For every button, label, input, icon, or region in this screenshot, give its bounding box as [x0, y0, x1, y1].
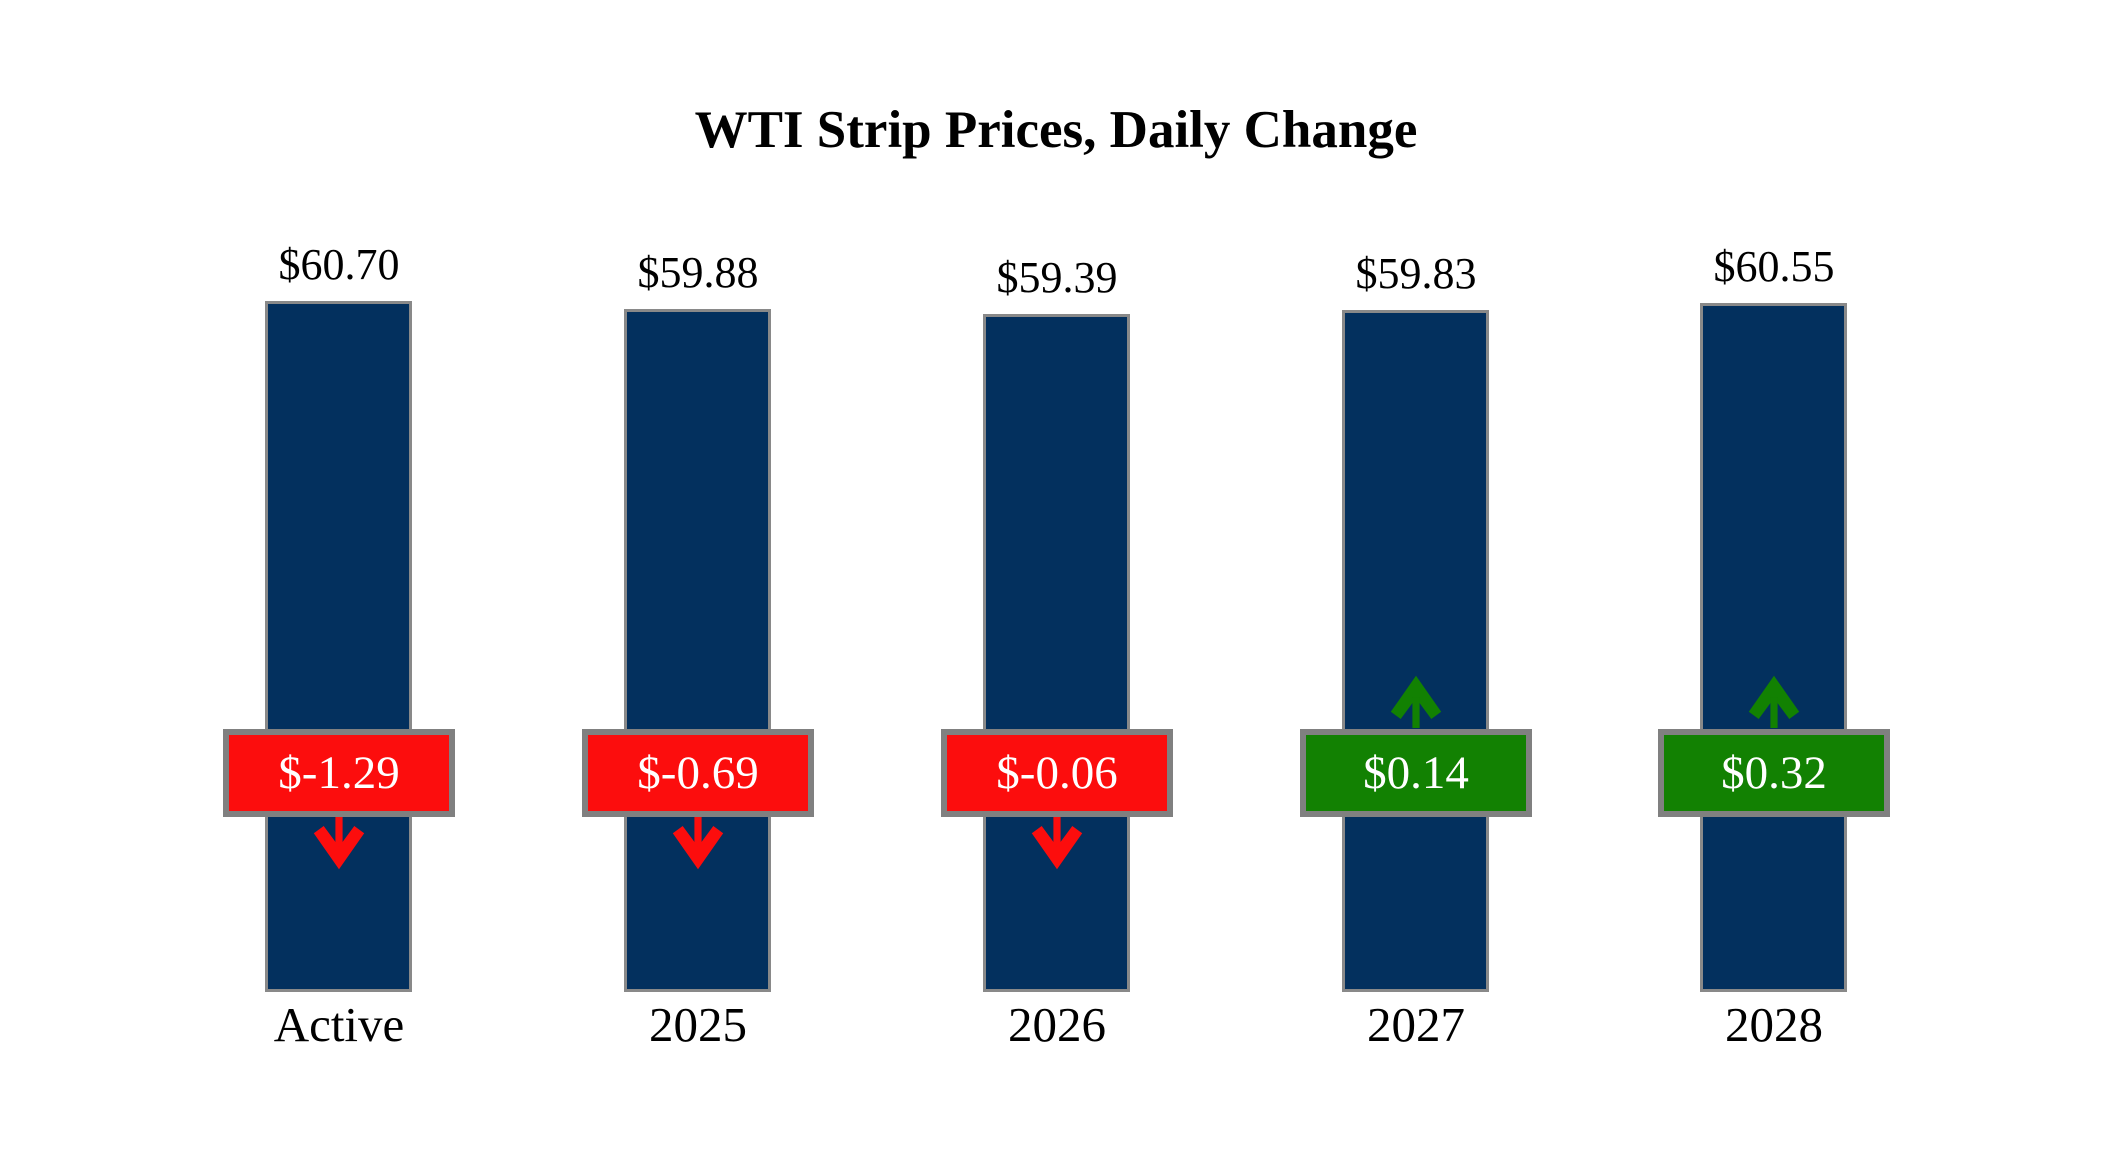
bar-group-2026: $59.39 $-0.06 2026 — [937, 0, 1177, 1152]
price-label: $59.83 — [1355, 249, 1477, 298]
price-bar — [265, 301, 412, 992]
chart-title: WTI Strip Prices, Daily Change — [694, 101, 1418, 159]
category-label: 2027 — [1367, 997, 1465, 1052]
category-label: 2025 — [649, 997, 747, 1052]
price-label: $59.88 — [637, 248, 759, 297]
bar-group-active: $60.70 $-1.29 Active — [219, 0, 459, 1152]
change-badge: $-0.69 — [582, 729, 814, 817]
down-arrow-icon — [1030, 816, 1084, 872]
price-label: $60.55 — [1713, 242, 1835, 291]
category-label: Active — [273, 997, 405, 1052]
price-bar — [624, 309, 771, 992]
down-arrow-icon — [312, 816, 366, 872]
bar-group-2025: $59.88 $-0.69 2025 — [578, 0, 818, 1152]
bar-group-2027: $59.83 $0.14 2027 — [1296, 0, 1536, 1152]
change-badge: $-1.29 — [223, 729, 455, 817]
price-label: $60.70 — [278, 240, 400, 289]
change-badge: $0.14 — [1300, 729, 1532, 817]
category-label: 2028 — [1725, 997, 1823, 1052]
up-arrow-icon — [1389, 673, 1443, 729]
price-bar — [1342, 310, 1489, 992]
down-arrow-icon — [671, 816, 725, 872]
price-bar — [983, 314, 1130, 992]
up-arrow-icon — [1747, 673, 1801, 729]
change-badge: $-0.06 — [941, 729, 1173, 817]
price-bar — [1700, 303, 1847, 992]
change-badge: $0.32 — [1658, 729, 1890, 817]
bar-group-2028: $60.55 $0.32 2028 — [1654, 0, 1894, 1152]
category-label: 2026 — [1008, 997, 1106, 1052]
price-label: $59.39 — [996, 253, 1118, 302]
